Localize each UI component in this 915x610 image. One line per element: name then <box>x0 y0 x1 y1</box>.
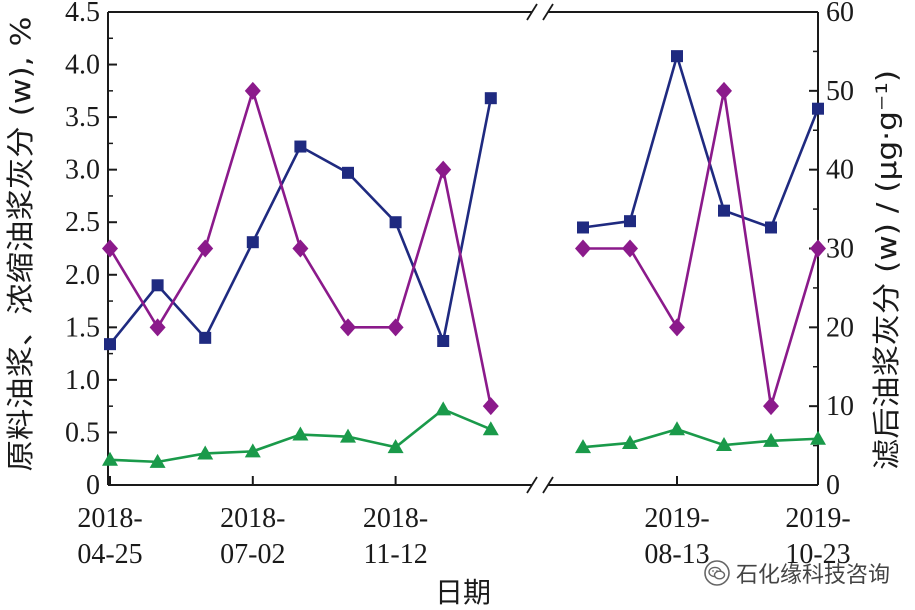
left-tick-label: 4.5 <box>65 0 100 28</box>
data-point-diamond <box>810 239 826 258</box>
data-point-triangle <box>102 451 118 466</box>
data-point-triangle <box>197 445 214 460</box>
x-tick-label-line1: 2018- <box>363 503 428 534</box>
data-point-square <box>151 279 164 292</box>
right-tick-label: 20 <box>826 312 854 343</box>
axis-break-marks <box>526 3 554 494</box>
series-line-diamond <box>583 90 820 407</box>
data-point-triangle <box>149 453 166 468</box>
data-point-triangle <box>622 434 638 449</box>
data-series <box>102 50 826 468</box>
data-point-square <box>671 50 683 63</box>
right-tick-label: 40 <box>826 155 854 186</box>
x-tick-label-line1: 2018- <box>220 503 285 534</box>
data-point-diamond <box>292 239 309 258</box>
data-point-diamond <box>149 318 166 337</box>
series-line-square <box>108 97 493 346</box>
data-point-triangle <box>482 421 499 436</box>
data-point-triangle <box>292 426 309 441</box>
data-point-square <box>294 140 307 153</box>
data-point-triangle <box>340 428 356 443</box>
data-point-diamond <box>669 318 685 337</box>
data-point-square <box>389 216 402 229</box>
data-point-square <box>577 221 589 234</box>
data-point-diamond <box>102 239 118 258</box>
axis-ticks <box>108 11 819 486</box>
x-tick-label-line2: 08-13 <box>644 539 709 570</box>
watermark-text: 石化缘科技咨询 <box>736 563 891 588</box>
data-point-triangle <box>669 421 685 436</box>
right-tick-label: 30 <box>826 234 854 265</box>
data-point-diamond <box>763 397 779 416</box>
series-line-triangle <box>582 427 819 449</box>
right-tick-label: 60 <box>826 0 854 28</box>
data-point-square <box>246 236 259 249</box>
data-point-diamond <box>387 318 404 337</box>
x-tick-label-line2: 07-02 <box>220 539 285 570</box>
data-point-diamond <box>482 397 499 416</box>
x-axis-tick-labels: 2018- 04-25 2018- 07-02 2018- 11-12 2019- 08-13… <box>77 503 850 570</box>
data-point-square <box>484 92 497 105</box>
axis-break-mark <box>526 476 538 494</box>
data-point-triangle <box>435 401 452 416</box>
data-point-square <box>437 334 450 347</box>
data-point-square <box>342 166 354 179</box>
data-point-triangle <box>387 439 404 454</box>
data-point-diamond <box>340 318 356 337</box>
x-tick-label-line2: 11-12 <box>363 539 427 570</box>
right-tick-label: 50 <box>826 76 854 107</box>
watermark: 石化缘科技咨询 <box>704 558 890 588</box>
right-axis-tick-labels: 0 10 20 30 40 50 60 <box>826 0 854 501</box>
left-tick-label: 0.5 <box>65 417 100 448</box>
data-point-diamond <box>716 81 732 100</box>
wechat-icon <box>704 560 730 586</box>
axis-break-mark <box>542 476 554 494</box>
data-point-square <box>104 338 116 351</box>
data-point-triangle <box>575 439 591 454</box>
left-tick-label: 2.5 <box>65 207 100 238</box>
data-point-square <box>718 204 730 217</box>
data-point-diamond <box>244 81 261 100</box>
x-tick-label-line2: 04-25 <box>77 539 142 570</box>
x-tick-label-line2: 10-23 <box>785 539 850 570</box>
axis-break-mark <box>526 3 538 21</box>
data-point-triangle <box>244 443 261 458</box>
axis-break-mark <box>542 3 554 21</box>
x-tick-label-line1: 2019- <box>644 503 709 534</box>
data-point-diamond <box>435 160 452 179</box>
left-tick-label: 0 <box>86 470 100 501</box>
left-tick-label: 3.5 <box>65 102 100 133</box>
left-axis-tick-labels: 0 0.5 1.0 1.5 2.0 2.5 3.0 3.5 4.0 4.5 <box>65 0 100 501</box>
data-point-triangle <box>810 430 826 445</box>
data-point-diamond <box>622 239 638 258</box>
data-point-triangle <box>716 437 732 452</box>
data-point-square <box>765 221 777 234</box>
right-tick-label: 0 <box>826 470 840 501</box>
left-tick-label: 2.0 <box>65 260 100 291</box>
x-axis-title: 日期 <box>435 576 491 609</box>
y-axis-right-title: 滤后油浆灰分 (w) / (μg·g⁻¹) <box>870 70 903 470</box>
data-point-square <box>812 102 824 115</box>
plot-frame <box>107 11 819 486</box>
left-tick-label: 4.0 <box>65 50 100 81</box>
data-point-square <box>624 215 636 228</box>
data-point-diamond <box>197 239 214 258</box>
right-tick-label: 10 <box>826 391 854 422</box>
data-point-triangle <box>763 432 779 447</box>
x-tick-label-line1: 2019- <box>785 503 850 534</box>
left-tick-label: 1.0 <box>65 365 100 396</box>
y-axis-left-title: 原料油浆、浓缩油浆灰分 (w), % <box>4 17 37 472</box>
left-tick-label: 3.0 <box>65 155 100 186</box>
series-line-square <box>582 51 820 230</box>
data-point-diamond <box>575 239 591 258</box>
x-tick-label-line1: 2018- <box>77 503 142 534</box>
data-point-square <box>199 331 212 344</box>
left-tick-label: 1.5 <box>65 312 100 343</box>
